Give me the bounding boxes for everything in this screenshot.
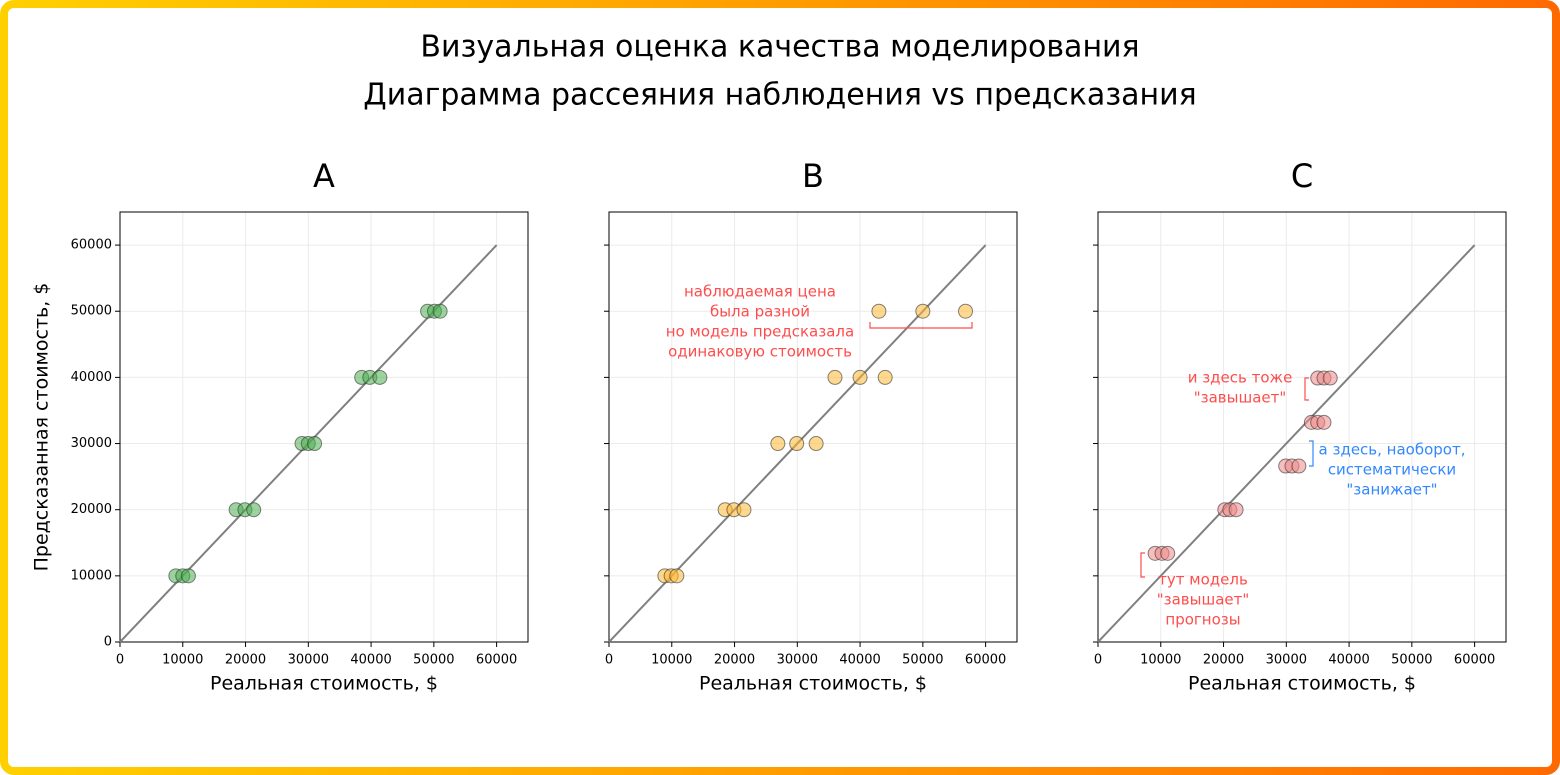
point (770, 436, 786, 452)
y-tick-label: 40000 (71, 370, 112, 385)
annotation: тут модель (1158, 571, 1248, 589)
annotation-bracket (1304, 377, 1309, 401)
point (877, 369, 893, 385)
x-tick-label: 40000 (839, 653, 880, 668)
x-tick-label: 20000 (714, 653, 755, 668)
annotation: но модель предсказала (666, 323, 854, 341)
y-axis-label: Предсказанная стоимость, $ (31, 283, 53, 572)
x-tick-label: 0 (1094, 653, 1102, 668)
annotation: наблюдаемая цена (684, 283, 836, 301)
point (669, 568, 685, 584)
reference-line (1097, 244, 1476, 643)
annotation: "занижает" (1346, 481, 1437, 499)
x-tick-label: 20000 (1203, 653, 1244, 668)
x-axis-label: Реальная стоимость, $ (210, 673, 438, 695)
annotation: одинаковую стоимость (668, 343, 852, 361)
x-tick-label: 10000 (1140, 653, 1181, 668)
subplot-title: C (1291, 157, 1313, 195)
subplot-title: A (313, 157, 335, 195)
x-tick-label: 60000 (965, 653, 1006, 668)
point (871, 303, 887, 319)
annotation: систематически (1328, 461, 1456, 479)
point (246, 502, 262, 518)
x-tick-label: 50000 (902, 653, 943, 668)
x-tick-label: 30000 (1266, 653, 1307, 668)
y-tick-label: 50000 (71, 304, 112, 319)
point (852, 369, 868, 385)
annotation: "завышает" (1157, 591, 1250, 609)
y-tick-label: 60000 (71, 238, 112, 253)
point (180, 568, 196, 584)
x-tick-label: 50000 (1391, 653, 1432, 668)
point (1316, 414, 1332, 430)
x-tick-label: 30000 (288, 653, 329, 668)
point (789, 436, 805, 452)
point (808, 436, 824, 452)
x-axis-label: Реальная стоимость, $ (699, 673, 927, 695)
plot-frame (608, 211, 1018, 643)
annotation: "завышает" (1194, 389, 1287, 407)
plot-frame (1097, 211, 1507, 643)
point (1322, 370, 1338, 386)
x-tick-label: 30000 (777, 653, 818, 668)
plot-frame (119, 211, 529, 643)
main-subtitle: Диаграмма рассеяния наблюдения vs предск… (363, 78, 1196, 113)
annotation: а здесь, наоборот, (1319, 441, 1466, 459)
subplot-title: B (802, 157, 824, 195)
point (432, 303, 448, 319)
x-tick-label: 60000 (476, 653, 517, 668)
x-tick-label: 10000 (651, 653, 692, 668)
point (827, 369, 843, 385)
annotation-bracket (1309, 440, 1314, 467)
x-axis-label: Реальная стоимость, $ (1188, 673, 1416, 695)
x-tick-label: 60000 (1454, 653, 1495, 668)
annotation: прогнозы (1165, 611, 1240, 629)
y-tick-label: 30000 (71, 436, 112, 451)
y-tick-label: 10000 (71, 568, 112, 583)
x-tick-label: 0 (116, 653, 124, 668)
point (372, 369, 388, 385)
x-tick-label: 10000 (162, 653, 203, 668)
point (915, 303, 931, 319)
x-tick-label: 40000 (350, 653, 391, 668)
point (1228, 502, 1244, 518)
annotation-bracket (869, 322, 973, 329)
point (736, 502, 752, 518)
annotation: была разной (710, 303, 810, 321)
x-tick-label: 20000 (225, 653, 266, 668)
y-tick-label: 20000 (71, 502, 112, 517)
main-title: Визуальная оценка качества моделирования (420, 30, 1139, 65)
point (958, 303, 974, 319)
x-tick-label: 0 (605, 653, 613, 668)
point (1291, 458, 1307, 474)
x-tick-label: 50000 (413, 653, 454, 668)
point (307, 436, 323, 452)
y-tick-label: 0 (104, 635, 112, 650)
x-tick-label: 40000 (1328, 653, 1369, 668)
annotation: и здесь тоже (1188, 369, 1293, 387)
annotation-bracket (1140, 552, 1145, 578)
point (1160, 545, 1176, 561)
